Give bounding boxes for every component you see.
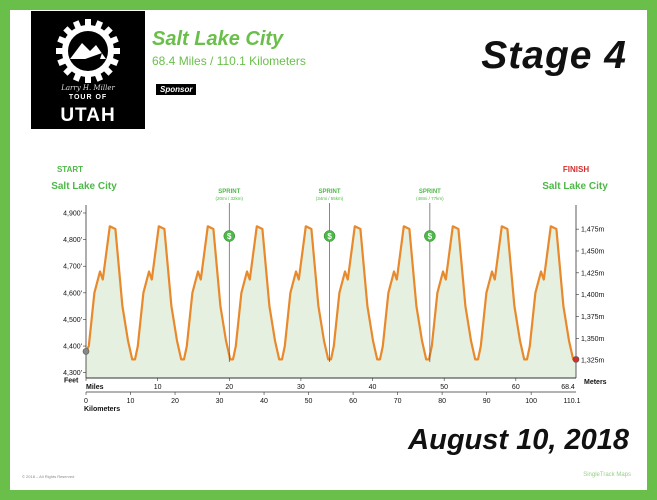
sprint-icon-glyph: $ <box>428 232 433 241</box>
tour-of-utah-logo: Larry H. Miller TOUR OF UTAH <box>31 11 145 129</box>
x-tick-label-miles: 50 <box>440 384 448 391</box>
y-tick-label-feet: 4,600' <box>63 290 82 297</box>
y-tick-label-meters: 1,400m <box>581 292 605 299</box>
finish-label: FINISH <box>563 165 589 174</box>
sprint-distance: (34mi / 55km) <box>316 196 344 201</box>
profile-line <box>85 225 576 361</box>
x-tick-label-km: 60 <box>349 398 357 405</box>
y-tick-label-feet: 4,300' <box>63 370 82 377</box>
y-tick-label-feet: 4,400' <box>63 344 82 351</box>
x-tick-label-km: 50 <box>305 398 313 405</box>
sprint-label: SPRINT <box>419 189 441 195</box>
profile-area <box>86 226 576 378</box>
sprint-icon <box>424 230 436 242</box>
x-tick-label-km: 80 <box>438 398 446 405</box>
start-label: START <box>57 165 83 174</box>
y-tick-label-feet: 4,700' <box>63 264 82 271</box>
sponsor-badge: Sponsor <box>156 84 197 95</box>
sprint-icon-glyph: $ <box>327 232 332 241</box>
stage-number: Stage 4 <box>481 34 627 77</box>
x-tick-label-km: 30 <box>216 398 224 405</box>
sprint-distance: (48mi / 77km) <box>416 196 444 201</box>
copyright: © 2018 – All Rights Reserved <box>22 474 75 479</box>
x-tick-label-miles: 60 <box>512 384 520 391</box>
x-tick-label-km: 40 <box>260 398 268 405</box>
x-end-label-miles: 68.4 <box>561 384 575 391</box>
y-tick-label-meters: 1,350m <box>581 336 605 343</box>
y-tick-label-meters: 1,425m <box>581 270 605 277</box>
x-tick-label-miles: 20 <box>225 384 233 391</box>
logo-utah: UTAH <box>60 105 116 126</box>
sprint-icon-glyph: $ <box>227 232 232 241</box>
start-marker <box>82 348 90 355</box>
x-axis-label-km: Kilometers <box>84 406 120 413</box>
gear-icon <box>56 19 120 83</box>
stage-date: August 10, 2018 <box>408 424 629 456</box>
logo-tour-of: TOUR OF <box>68 94 108 101</box>
finish-city: Salt Lake City <box>542 181 608 192</box>
x-tick-label-miles: 40 <box>369 384 377 391</box>
x-tick-label-km: 10 <box>127 398 135 405</box>
logo-signature: Larry H. Miller <box>61 84 115 92</box>
x-tick-label-km: 20 <box>171 398 179 405</box>
y-tick-label-meters: 1,375m <box>581 314 605 321</box>
y-tick-label-meters: 1,475m <box>581 227 605 234</box>
x-end-label-km: 110.1 <box>564 398 581 405</box>
sprint-label: SPRINT <box>319 189 341 195</box>
finish-marker <box>572 356 580 363</box>
sprint-icon <box>323 230 336 242</box>
y-tick-label-feet: 4,900' <box>63 210 82 217</box>
stage-distance: 68.4 Miles / 110.1 Kilometers <box>152 54 306 68</box>
x-tick-label-miles: 10 <box>154 384 162 391</box>
x-tick-label-km: 0 <box>84 398 88 405</box>
start-city: Salt Lake City <box>51 181 117 192</box>
y-tick-label-meters: 1,325m <box>581 358 605 365</box>
sprint-icon <box>223 230 236 242</box>
x-tick-label-miles: 30 <box>297 384 305 391</box>
sprint-label: SPRINT <box>218 189 240 195</box>
x-tick-label-km: 100 <box>525 398 537 405</box>
y-axis-label-meters: Meters <box>584 379 607 386</box>
stage-city: Salt Lake City <box>152 28 284 50</box>
x-axis-label-miles: Miles <box>86 384 104 391</box>
y-tick-label-feet: 4,800' <box>63 237 82 244</box>
y-axis-label-feet: Feet <box>64 378 79 385</box>
sprint-distance: (20mi / 32km) <box>216 196 244 201</box>
y-tick-label-feet: 4,500' <box>63 317 82 324</box>
x-tick-label-km: 90 <box>483 398 491 405</box>
y-tick-label-meters: 1,450m <box>581 248 605 255</box>
map-maker: SingleTrack Maps <box>583 472 631 478</box>
x-tick-label-km: 70 <box>394 398 402 405</box>
